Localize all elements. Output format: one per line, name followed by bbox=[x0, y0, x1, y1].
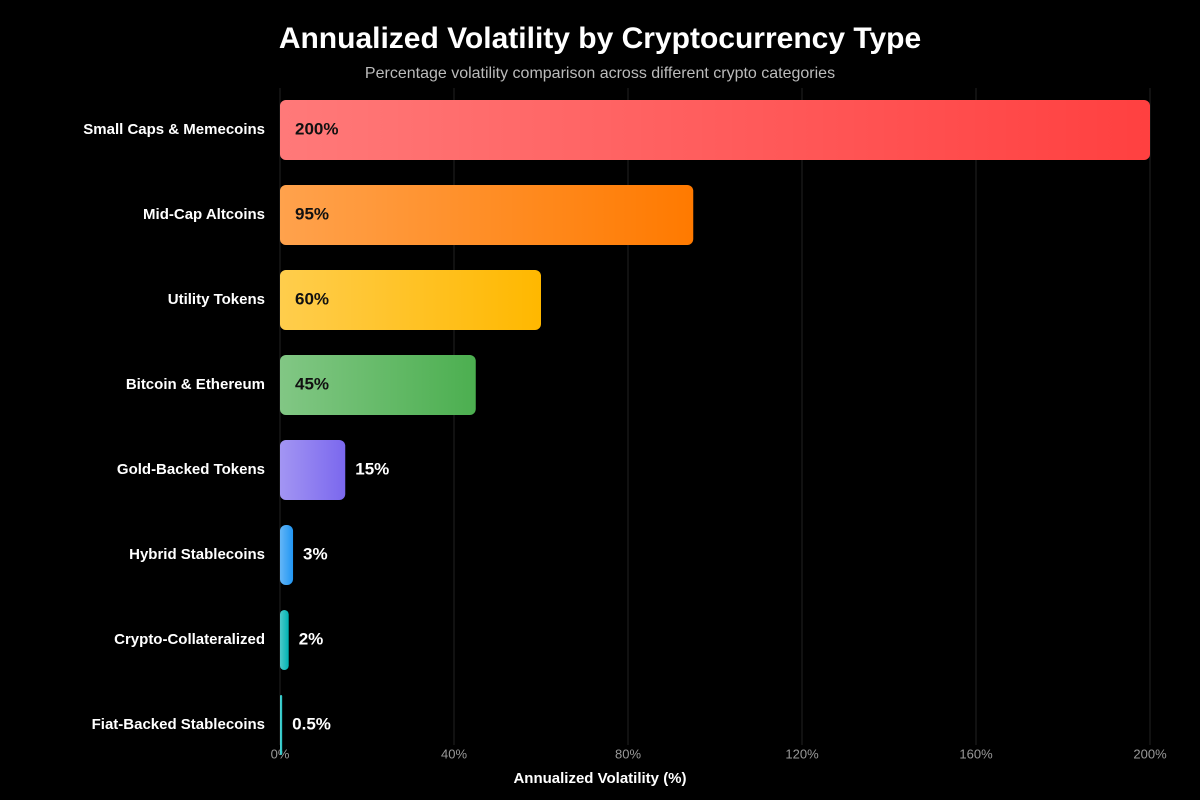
bar bbox=[280, 100, 1150, 160]
x-tick-label: 80% bbox=[615, 746, 641, 761]
x-axis-title: Annualized Volatility (%) bbox=[513, 770, 686, 787]
chart-title: Annualized Volatility by Cryptocurrency … bbox=[279, 22, 921, 55]
y-tick-label: Utility Tokens bbox=[168, 291, 265, 308]
value-label: 200% bbox=[295, 119, 338, 138]
bar bbox=[280, 525, 294, 585]
y-tick-label: Fiat-Backed Stablecoins bbox=[92, 716, 265, 733]
value-label: 3% bbox=[303, 544, 328, 563]
value-label: 60% bbox=[295, 289, 329, 308]
bar bbox=[280, 185, 694, 245]
value-label: 15% bbox=[355, 459, 389, 478]
value-label: 45% bbox=[295, 374, 329, 393]
y-tick-label: Crypto-Collateralized bbox=[114, 631, 265, 648]
x-tick-label: 120% bbox=[785, 746, 819, 761]
y-tick-label: Mid-Cap Altcoins bbox=[143, 206, 265, 223]
y-tick-label: Hybrid Stablecoins bbox=[129, 546, 265, 563]
x-tick-label: 200% bbox=[1133, 746, 1167, 761]
value-label: 2% bbox=[299, 629, 324, 648]
value-label: 95% bbox=[295, 204, 329, 223]
bar bbox=[280, 440, 346, 500]
y-tick-label: Small Caps & Memecoins bbox=[83, 121, 265, 138]
x-tick-label: 40% bbox=[441, 746, 467, 761]
y-tick-label: Bitcoin & Ethereum bbox=[126, 376, 265, 393]
y-tick-label: Gold-Backed Tokens bbox=[117, 461, 265, 478]
bar bbox=[280, 610, 289, 670]
bar bbox=[280, 695, 283, 755]
x-tick-label: 160% bbox=[959, 746, 993, 761]
chart-subtitle: Percentage volatility comparison across … bbox=[365, 65, 835, 82]
value-label: 0.5% bbox=[292, 714, 331, 733]
